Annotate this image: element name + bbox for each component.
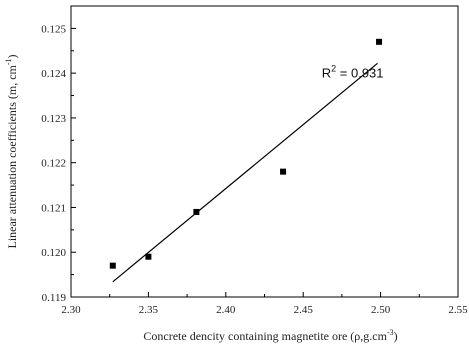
y-axis-title-end: )	[5, 54, 19, 58]
r-squared-prefix: R	[322, 66, 331, 81]
y-axis-title-text: Linear attenuation coefficients (m, cm	[5, 64, 19, 248]
y-axis-title: Linear attenuation coefficients (m, cm-1…	[4, 54, 19, 248]
x-axis-title: Concrete dencity containing magnetite or…	[143, 328, 397, 343]
x-axis-title-sup: -3	[387, 328, 394, 337]
data-point	[145, 253, 152, 260]
data-point	[193, 208, 200, 215]
x-tick-label: 2.40	[216, 304, 236, 316]
data-point	[109, 262, 116, 269]
y-tick-label: 0.121	[41, 202, 66, 214]
y-axis-title-sup: -1	[4, 58, 13, 65]
y-tick-label: 0.124	[41, 68, 66, 80]
x-tick-label: 2.30	[61, 304, 81, 316]
r-squared-superscript: 2	[331, 64, 336, 74]
x-axis-title-text: Concrete dencity containing magnetite or…	[143, 329, 387, 343]
y-tick-label: 0.125	[41, 23, 66, 35]
y-tick-label: 0.123	[41, 113, 66, 125]
plot-frame	[70, 5, 459, 298]
data-points-layer	[109, 38, 383, 269]
x-axis-title-end: )	[394, 329, 398, 343]
data-point	[376, 38, 383, 45]
y-tick-label: 0.119	[42, 292, 67, 304]
x-tick-label: 2.45	[294, 304, 314, 316]
x-tick-label: 2.35	[139, 304, 159, 316]
y-tick-label: 0.122	[41, 158, 66, 170]
r-squared-value: = 0.931	[336, 66, 383, 81]
data-point	[280, 168, 287, 175]
fit-line-layer	[112, 62, 378, 283]
linear-fit-line	[112, 62, 378, 283]
x-tick-label: 2.55	[448, 304, 468, 316]
ticks-layer: 2.30 2.35 2.40 2.45 2.50 2.55 0.119 0.120 0.121 0…	[41, 23, 468, 316]
x-tick-label: 2.50	[371, 304, 391, 316]
r-squared-annotation: R2 = 0.931	[322, 64, 384, 81]
y-tick-label: 0.120	[41, 247, 66, 259]
